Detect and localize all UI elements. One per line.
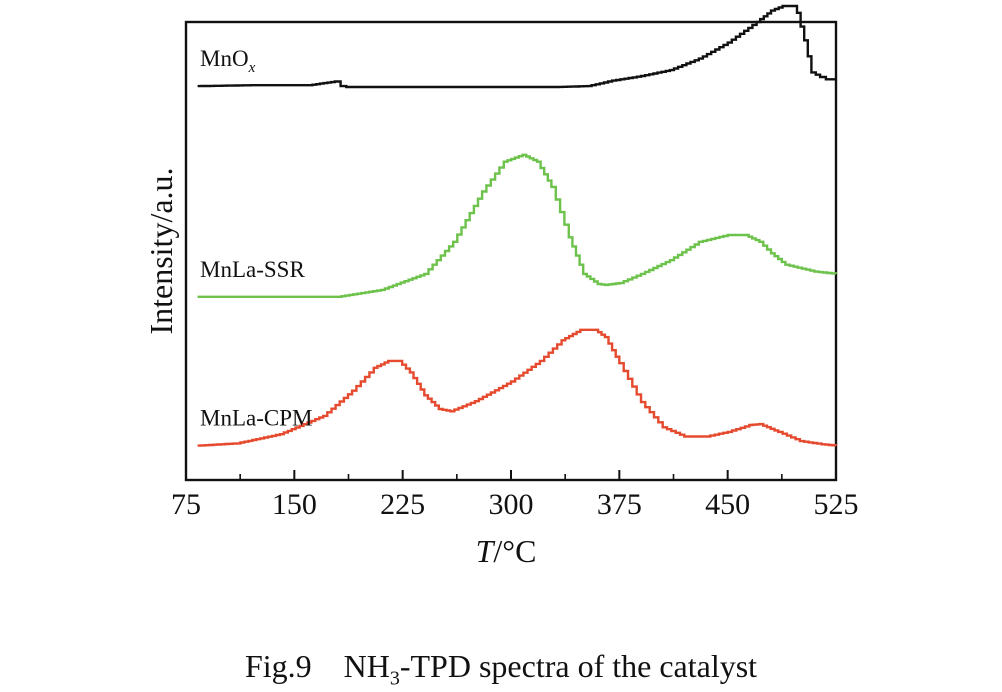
x-axis-title-italic: T [476,533,496,569]
x-axis-title: T/°C [476,533,537,569]
series-label-2: MnLa-CPM [200,406,312,431]
caption-nh3: NH [343,648,390,684]
x-tick-label: 300 [489,488,534,521]
x-tick-label: 525 [814,488,859,521]
caption-rest: -TPD spectra of the catalyst [399,648,758,684]
x-tick-label: 450 [705,488,750,521]
x-ticks: 75 150 225 300 375 450 525 [171,470,859,521]
series-label-sub-0: x [248,60,256,76]
x-tick-label: 375 [597,488,642,521]
caption-nh3-sub: 3 [389,667,400,690]
series-label-1: MnLa-SSR [200,257,305,282]
series-line-0 [197,4,836,89]
x-tick-label: 225 [380,488,425,521]
series-line-1 [197,153,838,298]
x-tick-label: 150 [272,488,317,521]
series-labels: MnOx MnLa-SSR MnLa-CPM [200,46,312,431]
series-label-0: MnOx [200,46,256,76]
x-tick-label: 75 [171,488,201,521]
caption-fig-number: Fig.9 [244,648,312,684]
figure-caption: Fig.9 NH3-TPD spectra of the catalyst [0,648,1002,690]
series-line-2 [197,328,838,447]
x-axis-title-unit: /°C [493,533,536,569]
y-axis-title: Intensity/a.u. [143,167,179,334]
series-lines [197,4,838,447]
